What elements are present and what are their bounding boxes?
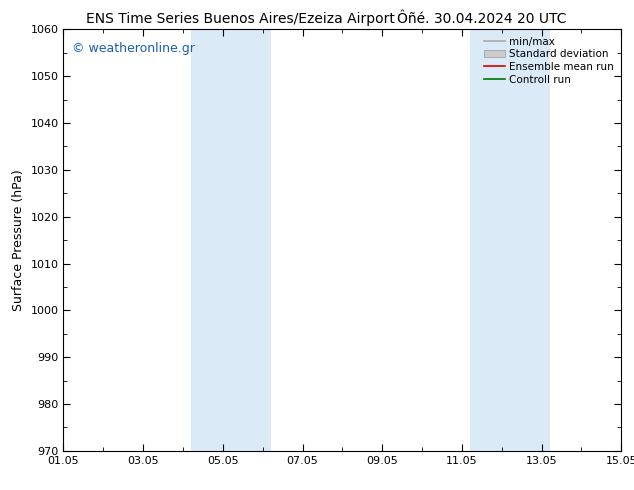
Text: © weatheronline.gr: © weatheronline.gr (72, 42, 195, 55)
Legend: min/max, Standard deviation, Ensemble mean run, Controll run: min/max, Standard deviation, Ensemble me… (482, 35, 616, 87)
Text: ENS Time Series Buenos Aires/Ezeiza Airport: ENS Time Series Buenos Aires/Ezeiza Airp… (86, 12, 396, 26)
Bar (191, 29, 271, 451)
Text: Ôñé. 30.04.2024 20 UTC: Ôñé. 30.04.2024 20 UTC (397, 12, 567, 26)
Bar (470, 29, 550, 451)
Y-axis label: Surface Pressure (hPa): Surface Pressure (hPa) (12, 169, 25, 311)
